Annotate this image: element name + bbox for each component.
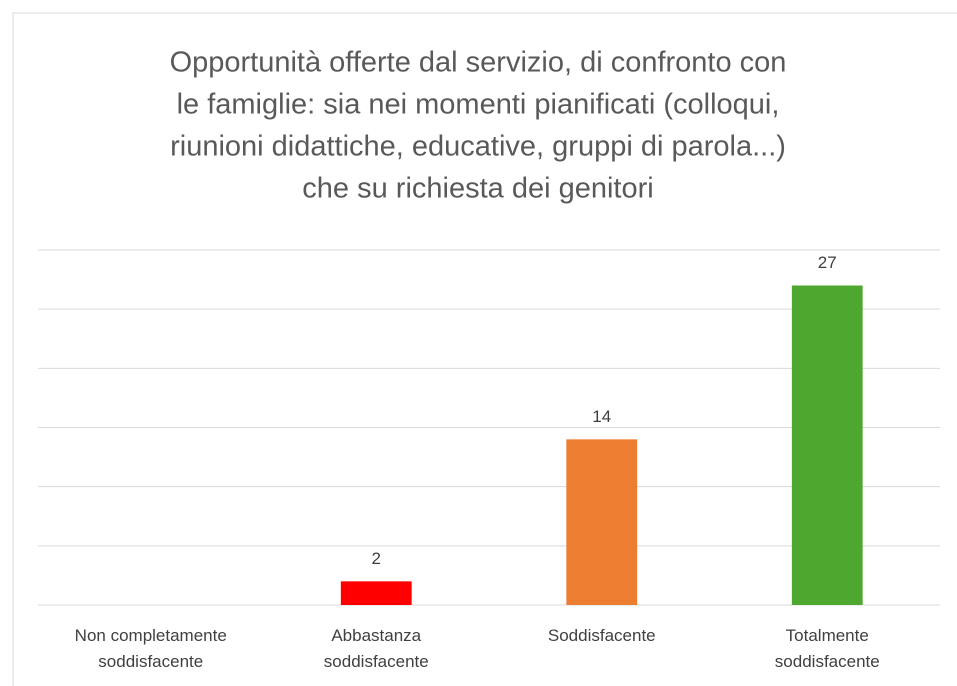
- x-tick-label: Abbastanza soddisfacente: [323, 626, 429, 671]
- data-label: 14: [592, 407, 611, 426]
- bar: [340, 581, 412, 605]
- chart-title: riunioni didattiche, educative, gruppi d…: [170, 131, 786, 163]
- data-label: 27: [818, 253, 837, 272]
- x-tick-label: Soddisfacente: [547, 626, 656, 645]
- chart-title: Opportunità offerte dal servizio, di con…: [170, 47, 787, 79]
- bar: [566, 439, 638, 605]
- data-label: 2: [372, 549, 381, 568]
- x-tick-label: Non completamente soddisfacente: [74, 626, 227, 671]
- chart-frame: [12, 12, 957, 686]
- x-tick-label: Totalmente soddisfacente: [774, 626, 880, 671]
- chart-title: che su richiesta dei genitori: [302, 173, 653, 205]
- bar: [791, 285, 863, 605]
- chart-title: le famiglie: sia nei momenti pianificati…: [177, 89, 780, 121]
